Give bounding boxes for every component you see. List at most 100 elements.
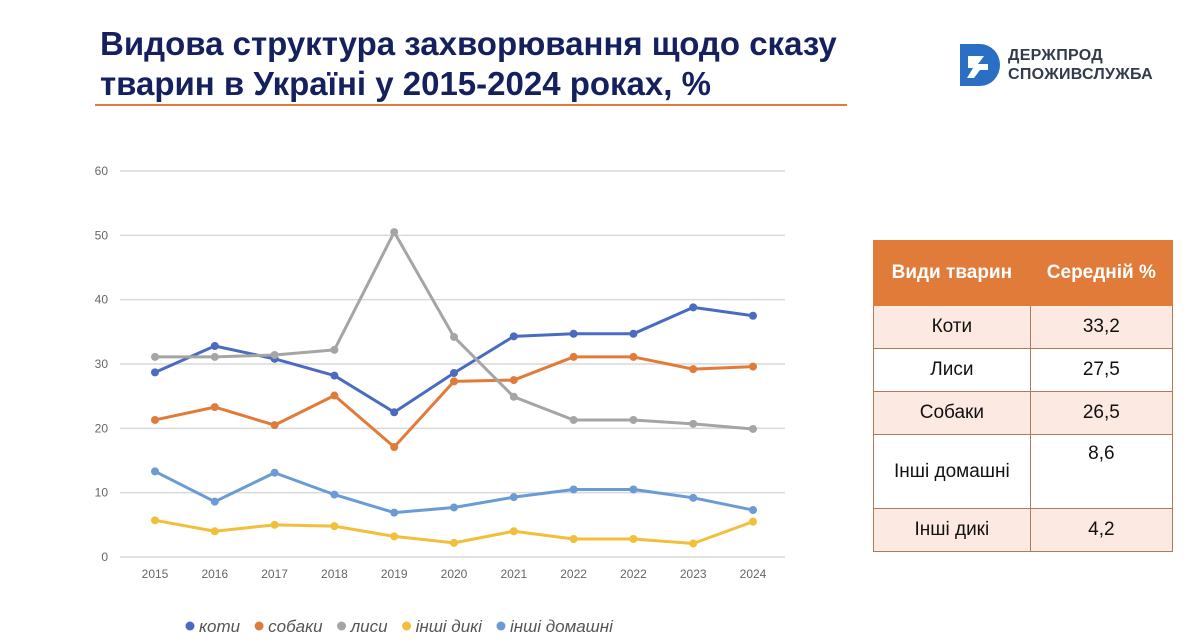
data-point [151, 516, 159, 525]
data-point [450, 538, 458, 547]
average-table: Види тварин Середній % Коти 33,2 Лиси 27,5 Со… [873, 240, 1174, 552]
data-point [569, 534, 578, 543]
legend-marker [496, 621, 506, 631]
x-tick-label: 2022 [620, 567, 647, 581]
data-point [330, 345, 339, 354]
data-point [270, 520, 279, 529]
data-point [210, 341, 219, 350]
y-tick-label: 40 [95, 293, 109, 307]
data-point [629, 415, 638, 424]
data-point [270, 421, 279, 430]
y-tick-label: 30 [95, 357, 109, 371]
legend-marker [337, 621, 347, 631]
data-point [689, 539, 698, 548]
average-value: 33,2 [1029, 305, 1174, 349]
x-tick-label: 2019 [381, 567, 408, 581]
data-point [390, 408, 399, 417]
x-tick-label: 2020 [441, 567, 468, 581]
y-tick-label: 50 [95, 228, 109, 242]
legend-label: інші дикі [416, 617, 484, 636]
data-point [390, 532, 399, 541]
data-point [210, 403, 219, 412]
average-value: 26,5 [1029, 391, 1174, 435]
header-average: Середній % [1029, 240, 1174, 306]
data-point [270, 468, 279, 477]
logo: ДЕРЖПРОД СПОЖИВСЛУЖБА [958, 44, 1153, 86]
table-row: Коти 33,2 [873, 305, 1174, 349]
table-row: Інші домашні 8,6 [873, 434, 1174, 509]
data-point [629, 352, 638, 361]
data-point [629, 329, 638, 338]
table-row: Інші дикі 4,2 [873, 508, 1174, 552]
data-point [569, 485, 578, 494]
x-tick-label: 2023 [680, 567, 707, 581]
data-point [749, 517, 757, 526]
average-value: 27,5 [1029, 348, 1174, 392]
data-point [509, 376, 518, 385]
data-point [210, 497, 219, 506]
data-point [450, 503, 458, 512]
data-point [689, 365, 698, 374]
legend-label: лиси [350, 617, 389, 636]
x-tick-label: 2018 [321, 567, 348, 581]
data-point [330, 490, 339, 499]
data-point [749, 362, 757, 371]
page-title: Видова структура захворювання щодо сказу… [100, 25, 837, 102]
x-tick-label: 2021 [500, 567, 527, 581]
y-tick-label: 60 [95, 164, 109, 178]
data-point [390, 508, 399, 517]
data-point [330, 371, 339, 380]
species-name: Інші дикі [873, 508, 1031, 552]
x-tick-label: 2017 [261, 567, 288, 581]
data-point [450, 332, 458, 341]
table-row: Собаки 26,5 [873, 391, 1174, 435]
x-tick-label: 2024 [740, 567, 767, 581]
data-point [629, 534, 638, 543]
data-point [151, 352, 159, 361]
logo-icon [960, 44, 1000, 86]
data-point [569, 329, 578, 338]
data-point [450, 369, 458, 378]
logo-line1: ДЕРЖПРОД [1008, 47, 1103, 64]
data-point [330, 391, 339, 400]
data-point [509, 332, 518, 341]
data-point [569, 415, 578, 424]
legend-label: коти [199, 617, 241, 636]
species-name: Лиси [873, 348, 1031, 392]
legend-marker [185, 621, 195, 631]
data-point [509, 527, 518, 536]
legend-label: інші домашні [510, 617, 614, 636]
y-tick-label: 20 [95, 421, 109, 435]
species-name: Інші домашні [873, 434, 1031, 509]
data-point [210, 527, 219, 536]
series-line [154, 305, 754, 414]
data-point [151, 467, 159, 476]
data-point [689, 493, 698, 502]
species-name: Коти [873, 305, 1031, 349]
data-point [569, 352, 578, 361]
data-point [151, 415, 159, 424]
y-tick-label: 10 [95, 486, 109, 500]
x-tick-label: 2016 [201, 567, 228, 581]
x-tick-label: 2015 [142, 567, 169, 581]
legend-marker [254, 621, 264, 631]
data-point [390, 228, 399, 237]
data-point [210, 352, 219, 361]
average-value: 4,2 [1029, 508, 1174, 552]
y-tick-label: 0 [101, 550, 108, 564]
data-point [390, 442, 399, 451]
series-line [155, 230, 754, 431]
legend-marker [402, 621, 412, 631]
title-underline [95, 104, 847, 106]
header-species: Види тварин [873, 240, 1031, 306]
data-point [749, 506, 757, 515]
average-value: 8,6 [1029, 434, 1174, 509]
line-chart: 0 10 20 30 40 50 60 2015 2016 2017 2018 2019 2020 202… [95, 164, 785, 636]
data-point [689, 419, 698, 428]
data-point [749, 311, 757, 320]
species-name: Собаки [873, 391, 1031, 435]
data-point [509, 493, 518, 502]
table-row: Лиси 27,5 [873, 348, 1174, 392]
data-point [450, 377, 458, 386]
data-point [509, 392, 518, 401]
